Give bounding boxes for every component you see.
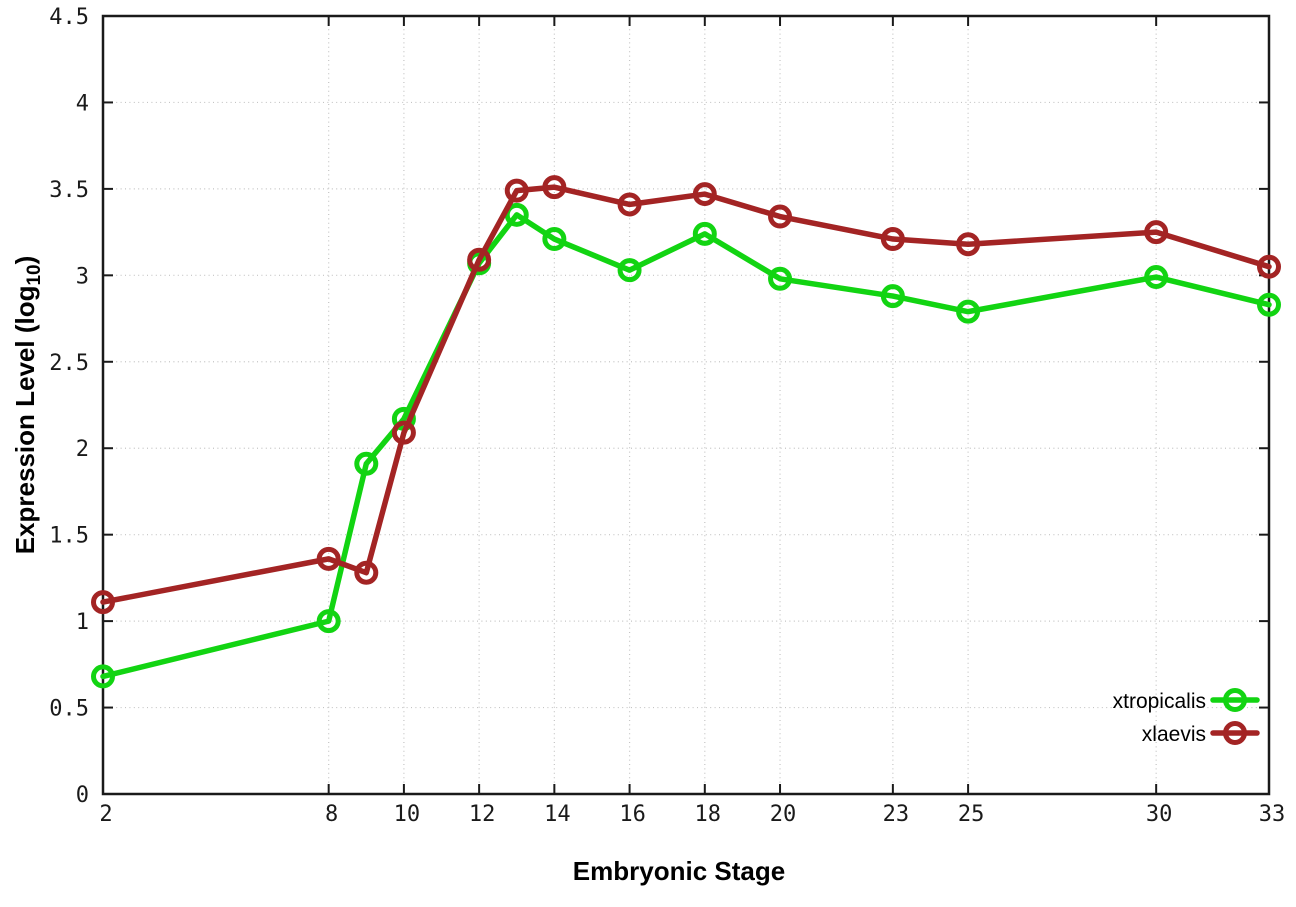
data-point-xlaevis bbox=[956, 232, 981, 257]
x-tick-label: 20 bbox=[770, 802, 797, 827]
series-xtropicalis bbox=[91, 202, 1281, 689]
x-axis-title: Embryonic Stage bbox=[573, 856, 785, 886]
data-point-xlaevis bbox=[467, 247, 492, 272]
data-point-xtropicalis bbox=[617, 258, 642, 283]
data-point-xtropicalis bbox=[956, 299, 981, 324]
data-point-xtropicalis bbox=[316, 609, 341, 634]
data-point-xtropicalis bbox=[504, 202, 529, 227]
data-point-xtropicalis bbox=[768, 266, 793, 291]
series-line-xlaevis bbox=[100, 184, 1272, 605]
x-tick-label: 10 bbox=[394, 802, 421, 827]
y-tick-label: 3 bbox=[76, 264, 89, 289]
x-tick-label: 8 bbox=[325, 802, 338, 827]
y-tick-label: 0 bbox=[76, 783, 89, 808]
data-point-xlaevis bbox=[91, 590, 115, 615]
y-tick-label: 1 bbox=[76, 610, 89, 635]
series-xlaevis bbox=[91, 175, 1281, 615]
gridlines bbox=[103, 16, 1269, 794]
legend-marker-sample bbox=[1223, 721, 1247, 745]
x-tick-label: 30 bbox=[1146, 802, 1173, 827]
x-tick-label: 2 bbox=[99, 802, 112, 827]
x-tick-label: 25 bbox=[958, 802, 985, 827]
y-tick-label: 4 bbox=[76, 91, 89, 116]
data-point-xlaevis bbox=[768, 204, 793, 229]
x-tick-label: 14 bbox=[544, 802, 571, 827]
data-point-xlaevis bbox=[316, 546, 341, 571]
data-point-xtropicalis bbox=[91, 664, 115, 689]
data-point-xlaevis bbox=[504, 178, 529, 203]
data-point-xlaevis bbox=[1144, 220, 1169, 245]
y-tick-label: 2.5 bbox=[49, 351, 89, 376]
data-point-xlaevis bbox=[880, 227, 905, 252]
data-point-xtropicalis bbox=[880, 284, 905, 309]
data-point-xlaevis bbox=[542, 175, 567, 200]
x-tick-label: 18 bbox=[695, 802, 722, 827]
plot-border bbox=[101, 14, 1271, 796]
y-tick-label: 2 bbox=[76, 437, 89, 462]
data-point-xtropicalis bbox=[692, 221, 717, 246]
x-tick-label: 23 bbox=[883, 802, 910, 827]
data-point-xlaevis bbox=[617, 192, 642, 217]
tick-marks: 2 8 10 12 14 16 18 20 23 25 30 33 0 0.5 1 1.5 2 2.5 3 3.5 4 4… bbox=[49, 5, 1285, 827]
legend-label-xlaevis: xlaevis bbox=[1142, 723, 1206, 746]
data-point-xlaevis bbox=[1257, 254, 1281, 279]
y-tick-label: 4.5 bbox=[49, 5, 89, 30]
x-tick-label: 12 bbox=[469, 802, 496, 827]
data-point-xlaevis bbox=[391, 420, 416, 445]
x-tick-label: 16 bbox=[619, 802, 646, 827]
legend-marker-sample bbox=[1223, 688, 1247, 712]
legend-label-xtropicalis: xtropicalis bbox=[1113, 690, 1206, 713]
data-point-xtropicalis bbox=[1144, 265, 1169, 290]
y-tick-label: 3.5 bbox=[49, 178, 89, 203]
y-axis-title: Expression Level (log10) bbox=[10, 256, 45, 555]
y-tick-label: 1.5 bbox=[49, 524, 89, 549]
data-point-xtropicalis bbox=[1257, 292, 1281, 317]
x-tick-label: 33 bbox=[1259, 802, 1286, 827]
legend: xtropicalis xlaevis bbox=[1113, 688, 1260, 746]
data-point-xlaevis bbox=[354, 560, 379, 585]
data-point-xlaevis bbox=[692, 182, 717, 207]
y-tick-label: 0.5 bbox=[49, 697, 89, 722]
data-point-xtropicalis bbox=[354, 451, 379, 476]
data-point-xtropicalis bbox=[542, 227, 567, 252]
